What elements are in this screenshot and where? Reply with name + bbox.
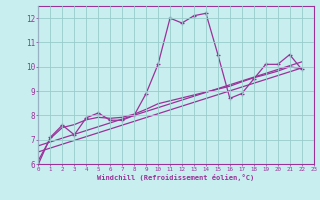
X-axis label: Windchill (Refroidissement éolien,°C): Windchill (Refroidissement éolien,°C) xyxy=(97,174,255,181)
